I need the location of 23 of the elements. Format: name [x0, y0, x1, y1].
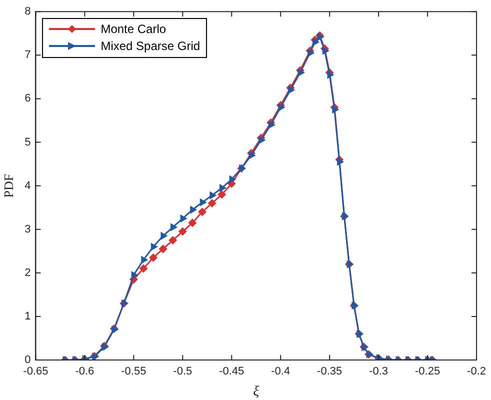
x-tick-label: -0.65: [23, 366, 48, 378]
x-tick-label: -0.2: [467, 366, 486, 378]
y-tick-label: 2: [24, 266, 31, 279]
y-tick-label: 7: [24, 49, 31, 62]
legend-label: Mixed Sparse Grid: [100, 38, 200, 55]
y-tick-label: 8: [24, 6, 31, 18]
y-tick-label: 4: [24, 180, 31, 192]
x-tick-label: -0.5: [173, 366, 192, 378]
x-tick-label: -0.6: [75, 366, 94, 378]
x-axis-title: ξ: [253, 384, 260, 400]
x-tick-label: -0.25: [415, 366, 440, 378]
y-tick-label: 5: [24, 136, 31, 148]
x-tick-label: -0.3: [369, 366, 388, 378]
x-tick-label: -0.55: [121, 366, 146, 378]
y-axis-title: PDF: [1, 174, 16, 198]
x-tick-label: -0.35: [317, 366, 342, 378]
x-tick-label: -0.4: [271, 366, 290, 378]
y-tick-label: 6: [24, 92, 31, 105]
legend-label: Monte Carlo: [100, 20, 166, 38]
y-tick-label: 0: [24, 354, 31, 366]
x-tick-label: -0.45: [219, 366, 244, 378]
y-tick-label: 3: [24, 223, 31, 236]
y-tick-label: 1: [24, 310, 31, 322]
